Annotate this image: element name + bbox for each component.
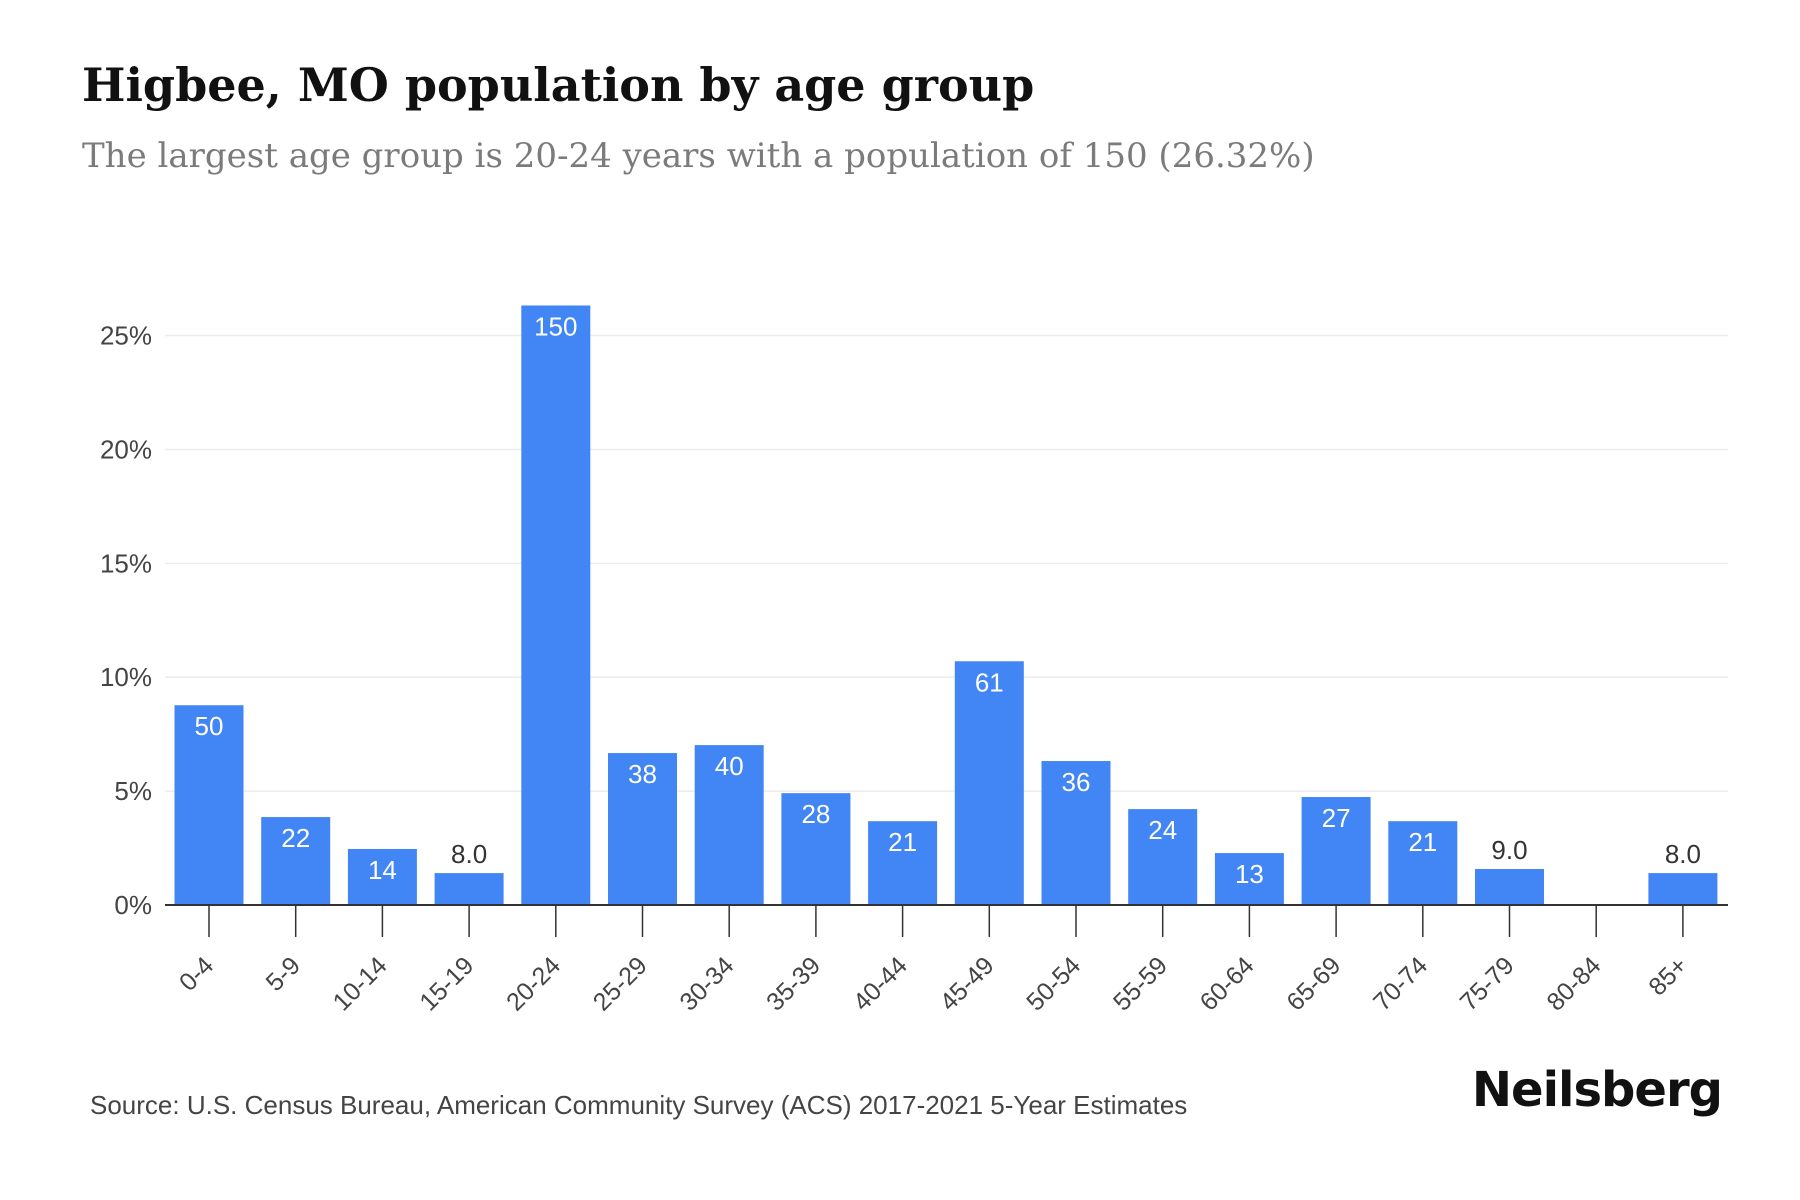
x-tick-label: 25-29 (588, 951, 653, 1016)
brand-logo: Neilsberg (1471, 1062, 1723, 1118)
x-tick-label: 30-34 (674, 951, 739, 1016)
data-label: 150 (534, 311, 577, 341)
x-tick-label: 80-84 (1541, 951, 1606, 1016)
y-tick-label: 5% (114, 776, 152, 806)
x-axis: 0-4 5-9 10-14 15-19 20-24 25-29 30-34 35-39 40-4… (165, 904, 1728, 1016)
bar-35-39 (781, 793, 851, 905)
data-label: 9.0 (1491, 835, 1527, 865)
bar-70-74 (1388, 821, 1458, 905)
y-tick-label: 0% (114, 890, 152, 920)
x-tick-label: 35-39 (761, 951, 826, 1016)
data-label: 38 (628, 759, 657, 789)
data-label: 21 (1408, 827, 1437, 857)
x-tick-label: 20-24 (501, 951, 566, 1016)
x-tick-label: 55-59 (1108, 951, 1173, 1016)
y-tick-label: 15% (100, 548, 152, 578)
bar-15-19 (434, 873, 504, 905)
data-label: 61 (975, 667, 1004, 697)
x-tick-label: 45-49 (935, 951, 1000, 1016)
bar-0-4 (174, 705, 244, 905)
x-tick-label: 15-19 (414, 951, 479, 1016)
bar-chart: 0% 5% 10% 15% 20% 25% 50 22 14 8.0 150 38 40 28 21 61 3… (100, 305, 1728, 1016)
data-label: 22 (281, 823, 310, 853)
bar-40-44 (868, 821, 938, 905)
x-tick-label: 10-14 (328, 951, 393, 1016)
bar-45-49 (954, 661, 1024, 905)
chart-subtitle: The largest age group is 20-24 years wit… (82, 136, 1315, 176)
x-tick-label: 65-69 (1281, 951, 1346, 1016)
bar-30-34 (694, 745, 764, 905)
bar-5-9 (261, 817, 331, 905)
data-label: 14 (368, 855, 397, 885)
data-label: 8.0 (451, 839, 487, 869)
y-tick-label: 25% (100, 321, 152, 351)
y-tick-label: 10% (100, 662, 152, 692)
x-tick-label: 70-74 (1368, 951, 1433, 1016)
bar-10-14 (347, 848, 417, 905)
data-label: 36 (1062, 767, 1091, 797)
bar-85+ (1648, 873, 1718, 905)
bar-25-29 (608, 753, 677, 905)
bar-20-24 (521, 305, 591, 905)
x-tick-label: 5-9 (261, 951, 306, 996)
bars (174, 305, 1718, 905)
grid-lines (165, 334, 1728, 792)
x-tick-label: 60-64 (1195, 951, 1260, 1016)
x-tick-label: 0-4 (174, 951, 219, 996)
x-tick-label: 85+ (1643, 951, 1693, 1001)
bar-50-54 (1041, 761, 1111, 905)
x-tick-label: 75-79 (1455, 951, 1520, 1016)
x-tick-label: 40-44 (848, 951, 913, 1016)
data-label: 40 (715, 751, 744, 781)
source-note: Source: U.S. Census Bureau, American Com… (90, 1090, 1188, 1120)
bar-75-79 (1475, 869, 1544, 905)
data-label: 24 (1148, 815, 1177, 845)
data-label: 21 (888, 827, 917, 857)
y-axis-ticks: 0% 5% 10% 15% 20% 25% (100, 321, 152, 920)
data-label: 13 (1235, 859, 1264, 889)
bar-60-64 (1214, 853, 1284, 905)
data-labels: 50 22 14 8.0 150 38 40 28 21 61 36 24 13 27 21 9.0 8.0 (195, 311, 1701, 889)
data-label: 27 (1322, 803, 1351, 833)
data-label: 8.0 (1665, 839, 1701, 869)
bar-55-59 (1128, 809, 1198, 905)
chart-title: Higbee, MO population by age group (82, 58, 1035, 112)
y-tick-label: 20% (100, 434, 152, 464)
data-label: 28 (801, 799, 830, 829)
bar-65-69 (1301, 797, 1371, 905)
data-label: 50 (195, 711, 224, 741)
x-tick-label: 50-54 (1021, 951, 1086, 1016)
